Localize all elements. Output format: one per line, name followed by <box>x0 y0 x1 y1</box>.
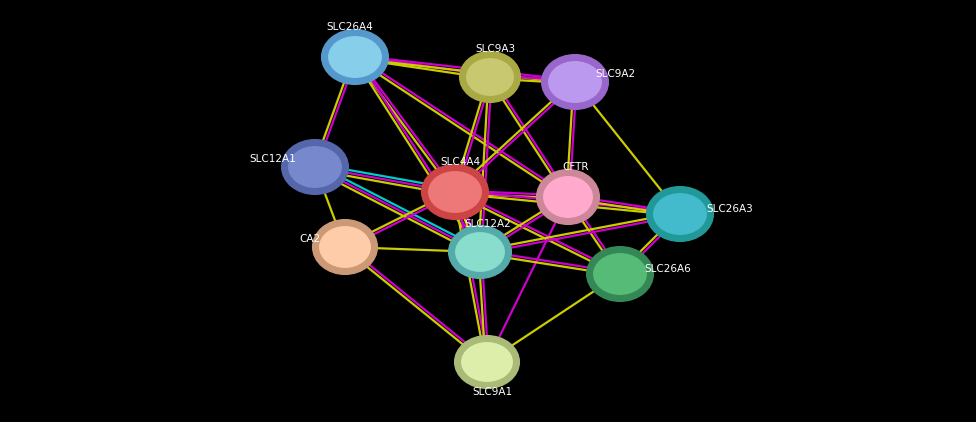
Ellipse shape <box>547 60 603 104</box>
Ellipse shape <box>422 165 488 219</box>
Ellipse shape <box>318 225 372 269</box>
Text: SLC12A1: SLC12A1 <box>250 154 297 164</box>
Ellipse shape <box>454 231 506 273</box>
Text: SLC26A3: SLC26A3 <box>707 204 753 214</box>
Text: CA2: CA2 <box>300 234 320 244</box>
Text: SLC4A4: SLC4A4 <box>440 157 480 167</box>
Text: SLC12A2: SLC12A2 <box>465 219 511 229</box>
Ellipse shape <box>287 145 343 189</box>
Ellipse shape <box>282 140 348 194</box>
Ellipse shape <box>322 30 388 84</box>
Ellipse shape <box>465 57 515 97</box>
Ellipse shape <box>460 52 520 102</box>
Ellipse shape <box>587 247 653 301</box>
Text: SLC9A1: SLC9A1 <box>472 387 512 397</box>
Ellipse shape <box>542 55 608 109</box>
Text: SLC9A3: SLC9A3 <box>475 44 515 54</box>
Text: SLC9A2: SLC9A2 <box>595 69 635 79</box>
Ellipse shape <box>327 35 383 79</box>
Ellipse shape <box>652 192 708 236</box>
Text: SLC26A4: SLC26A4 <box>327 22 374 32</box>
Ellipse shape <box>455 336 519 388</box>
Text: SLC26A6: SLC26A6 <box>644 264 691 274</box>
Ellipse shape <box>537 170 599 224</box>
Ellipse shape <box>542 175 594 219</box>
Ellipse shape <box>313 220 377 274</box>
Text: CFTR: CFTR <box>563 162 590 172</box>
Ellipse shape <box>647 187 713 241</box>
Ellipse shape <box>460 341 514 383</box>
Ellipse shape <box>427 170 483 214</box>
Ellipse shape <box>592 252 648 296</box>
Ellipse shape <box>449 226 511 278</box>
